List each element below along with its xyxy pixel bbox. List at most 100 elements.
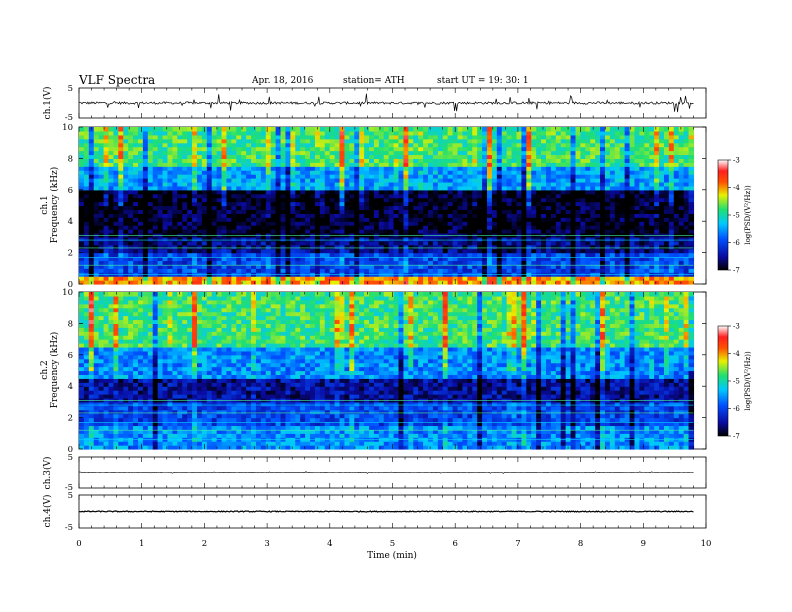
spec-ch1-cell (83, 162, 90, 167)
spec-ch1-cell (683, 134, 690, 140)
spec-ch1-cell (172, 146, 178, 152)
spec-ch1-cell (275, 221, 282, 226)
spec-ch1-cell (565, 138, 572, 144)
spec-ch1-cell (157, 127, 164, 132)
spec-ch1-cell (506, 213, 513, 218)
spec-ch1-cell (491, 280, 498, 285)
spec-ch1-cell (378, 142, 385, 148)
spec-ch1-cell (201, 256, 208, 262)
spec-ch1-cell (624, 178, 631, 183)
spec-ch1-cell (319, 268, 326, 273)
spec-ch1-cell (526, 158, 532, 163)
spec-ch1-cell (354, 178, 360, 183)
spec-ch1-cell (157, 213, 164, 218)
spec-ch1-cell (437, 280, 444, 285)
spec-ch1-cell (432, 189, 439, 195)
spec-ch1-cell (241, 280, 247, 285)
spec-ch1-cell (472, 201, 478, 207)
spec-ch1-cell (654, 162, 660, 167)
spec-ch1-cell (639, 174, 645, 179)
spec-ch1-cell (344, 201, 350, 207)
spec-ch1-cell (83, 150, 90, 156)
spec-ch1-cell (280, 264, 287, 269)
spec-ch1-cell (408, 150, 414, 156)
spec-ch1-cell (580, 209, 586, 214)
spec-ch1-cell (251, 162, 257, 167)
spec-ch1-cell (673, 158, 680, 163)
spec-ch1-cell (575, 158, 581, 163)
spec-ch1-cell (196, 205, 203, 211)
spec-ch1-cell (688, 185, 695, 191)
spec-ch1-cell (649, 174, 655, 179)
spec-ch1-cell (383, 236, 390, 242)
spec-ch1-cell (418, 197, 424, 203)
spec-ch1-cell (477, 260, 483, 265)
spec-ch1-cell (629, 268, 636, 273)
spec-ch1-cell (172, 197, 178, 203)
spec-ch1-cell (521, 197, 527, 203)
spec-ch1-cell (192, 185, 198, 191)
spec-ch1-cell (300, 268, 306, 273)
spec-ch1-cell (629, 170, 636, 175)
spec-ch1-cell (201, 142, 208, 148)
spec-ch1-cell (550, 130, 557, 136)
spec-ch1-cell (437, 197, 444, 203)
spec-ch1-cell (147, 178, 154, 183)
spec-ch1-cell (472, 268, 478, 273)
spec-ch1-cell (241, 221, 247, 226)
spec-ch1-cell (408, 221, 414, 226)
spec-ch1-cell (270, 201, 277, 207)
spec-ch1-cell (472, 150, 478, 156)
spec-ch1-cell (364, 260, 370, 265)
spec-ch1-cell (585, 260, 591, 265)
spec-ch1-cell (644, 248, 650, 254)
spec-ch1-cell (206, 252, 213, 258)
spec-ch1-cell (290, 248, 296, 254)
spec-ch1-cell (123, 193, 129, 199)
spec-ch1-cell (437, 174, 444, 179)
spec-ch1-cell (260, 244, 267, 250)
spec-ch1-cell (373, 217, 380, 222)
spec-ch1-cell (260, 248, 267, 254)
spec-ch1-cell (231, 264, 237, 269)
spec-ch1-cell (668, 146, 675, 152)
spec-ch1-cell (442, 158, 449, 163)
spec-ch1-cell (600, 189, 606, 195)
spec-ch1-cell (334, 213, 341, 218)
spec-ch1-cell (560, 205, 567, 211)
spec-ch1-cell (526, 217, 532, 222)
spec-ch1-cell (482, 197, 488, 203)
spec-ch1-cell (482, 221, 488, 226)
spec-ch1-cell (177, 252, 183, 258)
spec-ch1-cell (118, 248, 124, 254)
spec-ch1-cell (354, 158, 360, 163)
spec-ch1-cell (246, 225, 252, 230)
spec-ch1-cell (673, 268, 680, 273)
spec-ch1-cell (428, 181, 434, 187)
spec-ch1-cell (659, 197, 665, 203)
spec-ch1-cell (359, 256, 365, 262)
spec-ch1-cell (457, 221, 464, 226)
spec-ch1-cell (98, 138, 105, 144)
spec-ch1-cell (305, 181, 311, 187)
spec-ch1-cell (541, 181, 547, 187)
spec-ch1-cell (378, 252, 385, 258)
spec-ch1-cell (413, 236, 419, 242)
spec-ch1-cell (98, 225, 105, 230)
spec-ch1-cell (285, 158, 291, 163)
spec-ch1-cell (192, 138, 198, 144)
spec-ch1-cell (447, 130, 454, 136)
spec-ch1-cell (147, 201, 154, 207)
spec-ch1-cell (314, 127, 321, 132)
spec-ch1-cell (108, 130, 115, 136)
spec-ch1-cell (373, 252, 380, 258)
spec-ch1-cell (442, 209, 449, 214)
spec-ch1-cell (147, 162, 154, 167)
spec-ch1-cell (157, 185, 164, 191)
spec-ch1-cell (123, 166, 129, 171)
spec-ch1-cell (344, 244, 350, 250)
spec-ch1-cell (467, 260, 473, 265)
spec-ch1-cell (128, 189, 134, 195)
spec-ch1-cell (526, 264, 532, 269)
spec-ch1-cell (98, 193, 105, 199)
